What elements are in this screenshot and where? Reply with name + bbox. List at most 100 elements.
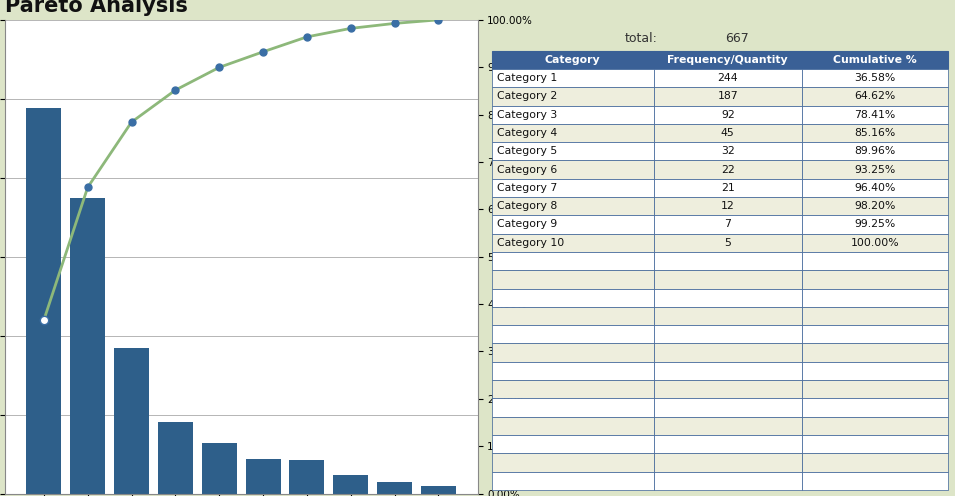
Bar bbox=[802, 179, 948, 197]
Bar bbox=[802, 160, 948, 179]
Text: 92: 92 bbox=[721, 110, 734, 120]
Text: 100.00%: 100.00% bbox=[851, 238, 900, 248]
Bar bbox=[802, 362, 948, 380]
Bar bbox=[492, 325, 653, 343]
Text: 36.58%: 36.58% bbox=[855, 73, 896, 83]
Bar bbox=[653, 398, 802, 417]
Text: 64.62%: 64.62% bbox=[855, 91, 896, 101]
Bar bbox=[802, 234, 948, 252]
Text: Frequency/Quantity: Frequency/Quantity bbox=[668, 55, 788, 65]
Bar bbox=[492, 179, 653, 197]
Bar bbox=[492, 252, 653, 270]
Bar bbox=[802, 270, 948, 289]
Bar bbox=[492, 472, 653, 490]
Bar bbox=[492, 417, 653, 435]
Bar bbox=[653, 252, 802, 270]
Bar bbox=[333, 475, 369, 494]
Bar bbox=[653, 234, 802, 252]
Bar bbox=[802, 380, 948, 398]
Bar bbox=[802, 69, 948, 87]
Bar bbox=[653, 124, 802, 142]
Text: 667: 667 bbox=[726, 32, 750, 45]
Bar bbox=[653, 472, 802, 490]
Text: 21: 21 bbox=[721, 183, 734, 193]
Bar bbox=[492, 270, 653, 289]
Bar bbox=[802, 325, 948, 343]
Bar bbox=[492, 453, 653, 472]
Bar bbox=[802, 197, 948, 215]
Text: 98.20%: 98.20% bbox=[854, 201, 896, 211]
Bar bbox=[653, 307, 802, 325]
Bar bbox=[653, 179, 802, 197]
Bar bbox=[802, 252, 948, 270]
Bar bbox=[802, 398, 948, 417]
Text: 78.41%: 78.41% bbox=[855, 110, 896, 120]
Text: Category 4: Category 4 bbox=[498, 128, 558, 138]
Bar bbox=[653, 142, 802, 160]
Bar bbox=[653, 51, 802, 69]
Bar bbox=[653, 289, 802, 307]
Bar bbox=[492, 343, 653, 362]
Bar bbox=[802, 289, 948, 307]
Text: Category 2: Category 2 bbox=[498, 91, 558, 101]
Bar bbox=[802, 87, 948, 106]
Bar bbox=[158, 423, 193, 494]
Text: Category 6: Category 6 bbox=[498, 165, 558, 175]
Text: Pareto Analysis: Pareto Analysis bbox=[5, 0, 187, 15]
Bar bbox=[802, 106, 948, 124]
Bar bbox=[492, 124, 653, 142]
Bar bbox=[492, 142, 653, 160]
Text: 5: 5 bbox=[724, 238, 732, 248]
Bar bbox=[653, 215, 802, 234]
Bar bbox=[653, 197, 802, 215]
Bar bbox=[492, 106, 653, 124]
Text: Category 7: Category 7 bbox=[498, 183, 558, 193]
Bar bbox=[653, 417, 802, 435]
Bar bbox=[802, 435, 948, 453]
Bar bbox=[492, 398, 653, 417]
Bar bbox=[289, 460, 325, 494]
Text: 45: 45 bbox=[721, 128, 734, 138]
Bar bbox=[653, 325, 802, 343]
Bar bbox=[802, 417, 948, 435]
Bar bbox=[492, 160, 653, 179]
Text: Category 8: Category 8 bbox=[498, 201, 558, 211]
Bar bbox=[802, 343, 948, 362]
Bar bbox=[492, 51, 653, 69]
Bar bbox=[802, 307, 948, 325]
Bar bbox=[653, 453, 802, 472]
Bar bbox=[653, 435, 802, 453]
Bar bbox=[802, 142, 948, 160]
Text: 85.16%: 85.16% bbox=[855, 128, 896, 138]
Bar bbox=[653, 106, 802, 124]
Text: Category 3: Category 3 bbox=[498, 110, 558, 120]
Bar bbox=[421, 486, 456, 494]
Text: 187: 187 bbox=[717, 91, 738, 101]
Text: Category: Category bbox=[545, 55, 601, 65]
Bar bbox=[70, 198, 105, 494]
Bar bbox=[653, 69, 802, 87]
Bar bbox=[492, 362, 653, 380]
Bar bbox=[114, 348, 149, 494]
Bar bbox=[802, 215, 948, 234]
Text: 22: 22 bbox=[721, 165, 734, 175]
Text: Category 5: Category 5 bbox=[498, 146, 558, 156]
Bar bbox=[653, 87, 802, 106]
Text: 12: 12 bbox=[721, 201, 734, 211]
Text: 89.96%: 89.96% bbox=[855, 146, 896, 156]
Text: 99.25%: 99.25% bbox=[855, 220, 896, 230]
Bar bbox=[377, 483, 413, 494]
Bar bbox=[802, 124, 948, 142]
Text: total:: total: bbox=[625, 32, 657, 45]
Text: Category 10: Category 10 bbox=[498, 238, 564, 248]
Bar bbox=[492, 197, 653, 215]
Bar bbox=[492, 380, 653, 398]
Bar bbox=[802, 453, 948, 472]
Bar bbox=[492, 234, 653, 252]
Bar bbox=[492, 307, 653, 325]
Text: 96.40%: 96.40% bbox=[854, 183, 896, 193]
Bar bbox=[245, 459, 281, 494]
Text: 7: 7 bbox=[724, 220, 732, 230]
Bar bbox=[653, 270, 802, 289]
Bar bbox=[492, 435, 653, 453]
